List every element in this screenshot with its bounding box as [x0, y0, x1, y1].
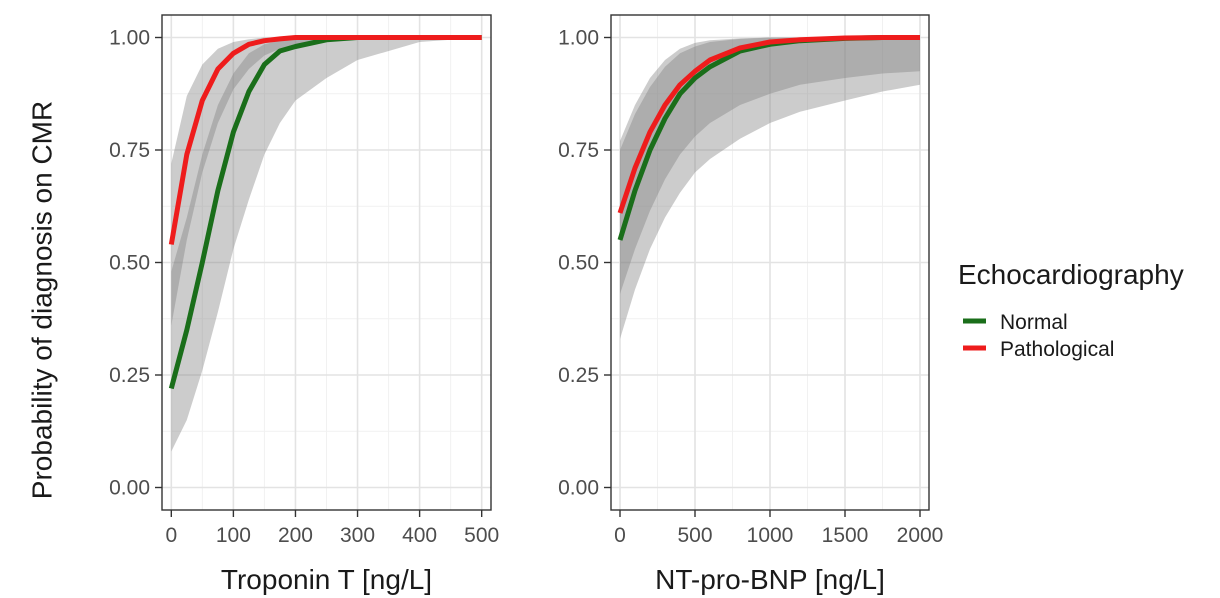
troponin-x-tick-label: 0	[165, 524, 177, 547]
troponin-y-tick-label: 0.25	[109, 364, 150, 387]
troponin-x-axis-title: Troponin T [ng/L]	[221, 564, 432, 595]
ntprobnp-y-tick-label: 0.50	[558, 252, 599, 275]
troponin-ribbon-pathological	[171, 37, 482, 326]
troponin-x-tick-label: 100	[216, 524, 251, 547]
troponin-y-tick-label: 1.00	[109, 27, 150, 50]
troponin-y-tick-label: 0.00	[109, 477, 150, 500]
troponin-x-tick-label: 500	[464, 524, 499, 547]
ntprobnp-ribbon-normal	[620, 37, 920, 339]
troponin-x-tick-label: 300	[340, 524, 375, 547]
y-axis-title: Probability of diagnosis on CMR	[26, 101, 57, 499]
ntprobnp-y-tick-label: 0.75	[558, 139, 599, 162]
ntprobnp-y-tick-label: 0.25	[558, 364, 599, 387]
ntprobnp-x-axis-title: NT-pro-BNP [ng/L]	[655, 564, 885, 595]
legend: Echocardiography Normal Pathological	[958, 259, 1184, 361]
troponin-ribbon-normal	[171, 37, 482, 452]
troponin-y-tick-label: 0.50	[109, 252, 150, 275]
ntprobnp-x-tick-label: 1000	[747, 524, 794, 547]
troponin-panel: 0 100 200 300 400 500 0.00 0.25 0.50 0.75 1.00 Trop…	[109, 14, 499, 595]
ntprobnp-x-tick-label: 1500	[822, 524, 869, 547]
ntprobnp-x-tick-label: 0	[614, 524, 626, 547]
ntprobnp-x-tick-label: 500	[677, 524, 712, 547]
legend-label-pathological: Pathological	[1000, 338, 1114, 361]
ntprobnp-y-tick-label: 1.00	[558, 27, 599, 50]
troponin-y-tick-label: 0.75	[109, 139, 150, 162]
troponin-x-tick-label: 400	[402, 524, 437, 547]
troponin-x-tick-label: 200	[278, 524, 313, 547]
legend-title: Echocardiography	[958, 259, 1184, 290]
ntprobnp-panel: 0 500 1000 1500 2000 0.00 0.25 0.50 0.75 1.00 NT-p…	[558, 14, 944, 595]
ntprobnp-ribbon-pathological	[620, 37, 920, 294]
ntprobnp-x-tick-label: 2000	[897, 524, 944, 547]
ntprobnp-y-tick-label: 0.00	[558, 477, 599, 500]
legend-label-normal: Normal	[1000, 311, 1068, 334]
ntprobnp-line-pathological	[617, 35, 920, 214]
troponin-line-pathological	[168, 35, 482, 245]
